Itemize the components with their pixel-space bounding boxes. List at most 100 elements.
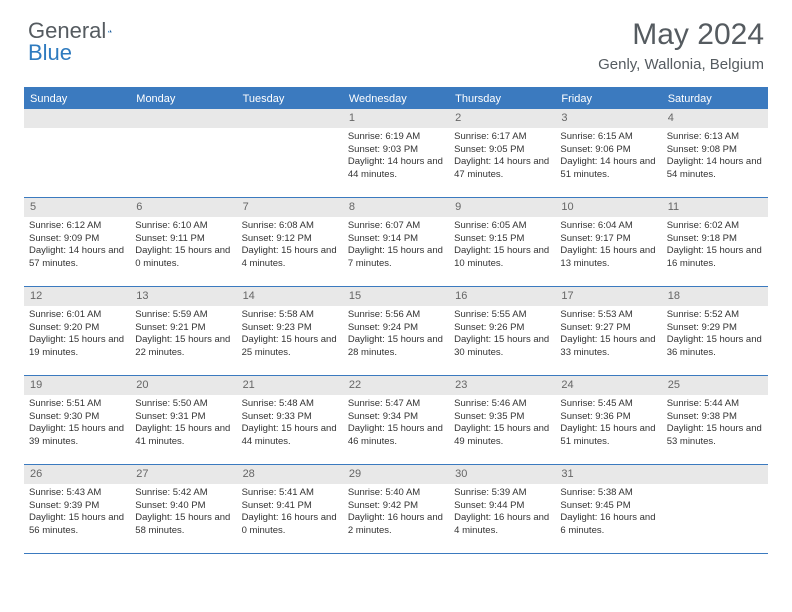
calendar-cell: 14Sunrise: 5:58 AMSunset: 9:23 PMDayligh… [237, 287, 343, 375]
day-number: 14 [237, 287, 343, 306]
cell-line: Daylight: 15 hours and 49 minutes. [454, 423, 550, 449]
day-number: 18 [662, 287, 768, 306]
cell-line: Sunset: 9:24 PM [348, 322, 444, 335]
cell-line: Daylight: 15 hours and 30 minutes. [454, 334, 550, 360]
calendar-cell: 18Sunrise: 5:52 AMSunset: 9:29 PMDayligh… [662, 287, 768, 375]
cell-line: Daylight: 15 hours and 58 minutes. [135, 512, 231, 538]
calendar-cell: 22Sunrise: 5:47 AMSunset: 9:34 PMDayligh… [343, 376, 449, 464]
cell-line: Sunset: 9:30 PM [29, 411, 125, 424]
cell-line: Sunset: 9:45 PM [560, 500, 656, 513]
calendar-cell: 21Sunrise: 5:48 AMSunset: 9:33 PMDayligh… [237, 376, 343, 464]
cell-line: Sunrise: 6:13 AM [667, 131, 763, 144]
day-header: Friday [555, 89, 661, 109]
calendar-cell [24, 109, 130, 197]
cell-body: Sunrise: 6:13 AMSunset: 9:08 PMDaylight:… [662, 128, 768, 186]
calendar-cell: 23Sunrise: 5:46 AMSunset: 9:35 PMDayligh… [449, 376, 555, 464]
cell-body [130, 128, 236, 135]
cell-line: Sunset: 9:42 PM [348, 500, 444, 513]
cell-line: Sunset: 9:26 PM [454, 322, 550, 335]
cell-line: Sunset: 9:17 PM [560, 233, 656, 246]
cell-line: Sunset: 9:18 PM [667, 233, 763, 246]
calendar-cell: 15Sunrise: 5:56 AMSunset: 9:24 PMDayligh… [343, 287, 449, 375]
cell-line: Daylight: 15 hours and 25 minutes. [242, 334, 338, 360]
cell-body [662, 484, 768, 491]
day-header: Wednesday [343, 89, 449, 109]
cell-line: Sunset: 9:06 PM [560, 144, 656, 157]
logo-icon [108, 21, 112, 41]
calendar-cell: 30Sunrise: 5:39 AMSunset: 9:44 PMDayligh… [449, 465, 555, 553]
cell-line: Sunset: 9:38 PM [667, 411, 763, 424]
calendar-cell: 17Sunrise: 5:53 AMSunset: 9:27 PMDayligh… [555, 287, 661, 375]
day-number: 24 [555, 376, 661, 395]
calendar-cell: 28Sunrise: 5:41 AMSunset: 9:41 PMDayligh… [237, 465, 343, 553]
location-text: Genly, Wallonia, Belgium [598, 56, 764, 73]
calendar-week: 1Sunrise: 6:19 AMSunset: 9:03 PMDaylight… [24, 109, 768, 198]
cell-body: Sunrise: 5:53 AMSunset: 9:27 PMDaylight:… [555, 306, 661, 364]
calendar-cell: 20Sunrise: 5:50 AMSunset: 9:31 PMDayligh… [130, 376, 236, 464]
cell-line: Sunrise: 6:08 AM [242, 220, 338, 233]
calendar-cell: 5Sunrise: 6:12 AMSunset: 9:09 PMDaylight… [24, 198, 130, 286]
cell-line: Sunrise: 6:15 AM [560, 131, 656, 144]
day-number: 17 [555, 287, 661, 306]
day-number: 11 [662, 198, 768, 217]
calendar-cell: 19Sunrise: 5:51 AMSunset: 9:30 PMDayligh… [24, 376, 130, 464]
cell-line: Sunrise: 5:56 AM [348, 309, 444, 322]
cell-body: Sunrise: 6:17 AMSunset: 9:05 PMDaylight:… [449, 128, 555, 186]
cell-body: Sunrise: 5:38 AMSunset: 9:45 PMDaylight:… [555, 484, 661, 542]
cell-body [237, 128, 343, 135]
calendar-cell: 24Sunrise: 5:45 AMSunset: 9:36 PMDayligh… [555, 376, 661, 464]
cell-line: Sunset: 9:34 PM [348, 411, 444, 424]
day-header: Thursday [449, 89, 555, 109]
day-number: 25 [662, 376, 768, 395]
cell-line: Sunset: 9:36 PM [560, 411, 656, 424]
cell-line: Sunset: 9:08 PM [667, 144, 763, 157]
cell-line: Sunrise: 5:52 AM [667, 309, 763, 322]
cell-line: Sunset: 9:44 PM [454, 500, 550, 513]
day-number: 2 [449, 109, 555, 128]
calendar-cell [130, 109, 236, 197]
cell-line: Sunrise: 5:47 AM [348, 398, 444, 411]
cell-line: Sunrise: 5:48 AM [242, 398, 338, 411]
cell-body: Sunrise: 6:02 AMSunset: 9:18 PMDaylight:… [662, 217, 768, 275]
cell-body: Sunrise: 6:01 AMSunset: 9:20 PMDaylight:… [24, 306, 130, 364]
cell-line: Sunset: 9:14 PM [348, 233, 444, 246]
calendar-week: 19Sunrise: 5:51 AMSunset: 9:30 PMDayligh… [24, 376, 768, 465]
cell-body: Sunrise: 6:08 AMSunset: 9:12 PMDaylight:… [237, 217, 343, 275]
cell-line: Daylight: 15 hours and 4 minutes. [242, 245, 338, 271]
cell-line: Sunset: 9:11 PM [135, 233, 231, 246]
cell-line: Sunrise: 5:43 AM [29, 487, 125, 500]
cell-line: Sunset: 9:21 PM [135, 322, 231, 335]
day-header: Sunday [24, 89, 130, 109]
cell-body: Sunrise: 5:43 AMSunset: 9:39 PMDaylight:… [24, 484, 130, 542]
cell-body: Sunrise: 6:19 AMSunset: 9:03 PMDaylight:… [343, 128, 449, 186]
cell-line: Sunrise: 5:42 AM [135, 487, 231, 500]
cell-line: Sunset: 9:09 PM [29, 233, 125, 246]
day-number: 9 [449, 198, 555, 217]
cell-body: Sunrise: 6:10 AMSunset: 9:11 PMDaylight:… [130, 217, 236, 275]
cell-line: Sunrise: 5:39 AM [454, 487, 550, 500]
day-number [237, 109, 343, 128]
calendar-cell: 16Sunrise: 5:55 AMSunset: 9:26 PMDayligh… [449, 287, 555, 375]
cell-line: Daylight: 15 hours and 13 minutes. [560, 245, 656, 271]
cell-line: Sunset: 9:15 PM [454, 233, 550, 246]
cell-body: Sunrise: 5:44 AMSunset: 9:38 PMDaylight:… [662, 395, 768, 453]
calendar: SundayMondayTuesdayWednesdayThursdayFrid… [24, 87, 768, 554]
cell-line: Sunset: 9:31 PM [135, 411, 231, 424]
day-number: 20 [130, 376, 236, 395]
cell-line: Daylight: 16 hours and 6 minutes. [560, 512, 656, 538]
cell-line: Sunset: 9:40 PM [135, 500, 231, 513]
day-number [24, 109, 130, 128]
cell-line: Daylight: 15 hours and 56 minutes. [29, 512, 125, 538]
day-number: 16 [449, 287, 555, 306]
cell-line: Sunset: 9:33 PM [242, 411, 338, 424]
day-number: 4 [662, 109, 768, 128]
cell-line: Daylight: 15 hours and 16 minutes. [667, 245, 763, 271]
calendar-week: 26Sunrise: 5:43 AMSunset: 9:39 PMDayligh… [24, 465, 768, 554]
calendar-week: 5Sunrise: 6:12 AMSunset: 9:09 PMDaylight… [24, 198, 768, 287]
calendar-cell: 9Sunrise: 6:05 AMSunset: 9:15 PMDaylight… [449, 198, 555, 286]
calendar-week: 12Sunrise: 6:01 AMSunset: 9:20 PMDayligh… [24, 287, 768, 376]
cell-line: Daylight: 15 hours and 10 minutes. [454, 245, 550, 271]
cell-line: Daylight: 14 hours and 57 minutes. [29, 245, 125, 271]
day-number: 15 [343, 287, 449, 306]
cell-body: Sunrise: 5:40 AMSunset: 9:42 PMDaylight:… [343, 484, 449, 542]
